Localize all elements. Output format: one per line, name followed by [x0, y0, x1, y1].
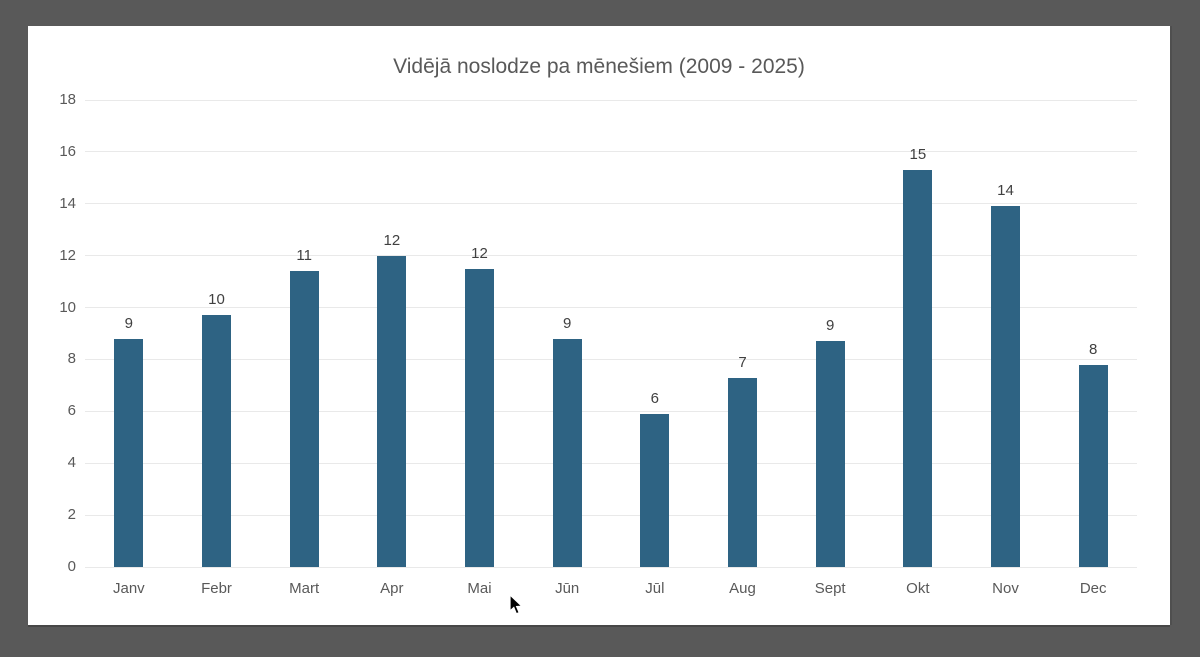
bar-sept [815, 341, 845, 567]
bar-jūn [552, 338, 582, 567]
gridline [85, 99, 1137, 101]
x-tick-label: Aug [729, 580, 756, 597]
bar-janv [114, 338, 144, 567]
y-tick-label: 0 [67, 558, 76, 575]
gridline [85, 566, 1137, 568]
bar-mart [289, 271, 319, 567]
bar-okt [903, 170, 933, 567]
bar-jūl [640, 413, 670, 567]
gridline [85, 410, 1137, 412]
y-tick-label: 10 [59, 298, 76, 316]
x-tick-label: Janv [112, 580, 145, 597]
bar-value-label: 12 [383, 231, 401, 249]
bar-value-label: 7 [738, 353, 747, 371]
bar-mai [465, 268, 494, 567]
y-tick-label: 16 [59, 142, 76, 160]
bar-value-label: 6 [650, 389, 659, 407]
bar-value-label: 14 [997, 182, 1014, 200]
x-tick-label: Sept [814, 580, 846, 597]
bar-value-label: 9 [124, 314, 133, 332]
y-tick-label: 8 [67, 350, 76, 368]
bar-febr [202, 315, 231, 567]
gridline [85, 255, 1137, 257]
bar-value-label: 9 [825, 317, 835, 335]
bar-value-label: 15 [909, 146, 927, 164]
y-tick-label: 2 [67, 506, 76, 524]
bar-value-label: 11 [296, 247, 312, 265]
x-tick-label: Okt [906, 580, 930, 597]
y-tick-label: 4 [67, 454, 76, 472]
y-tick-label: 12 [59, 246, 76, 264]
x-tick-label: Jūn [555, 580, 580, 597]
x-tick-label: Febr [201, 580, 232, 597]
x-tick-label: Mai [467, 580, 492, 597]
bar-apr [377, 255, 407, 567]
x-tick-label: Mart [289, 580, 320, 597]
bar-aug [728, 377, 757, 567]
x-tick-label: Jūl [645, 580, 665, 597]
bar-value-label: 9 [562, 314, 572, 332]
gridline [85, 514, 1137, 516]
plot-area: 0 2 4 6 8 10 12 14 16 18 9 Janv 10 Febr 11 Mart 12 Apr 12 M… [59, 91, 1137, 597]
x-tick-label: Nov [992, 580, 1019, 597]
x-tick-label: Dec [1079, 580, 1107, 597]
bar-value-label: 12 [471, 244, 488, 262]
gridline [85, 203, 1137, 205]
y-tick-label: 18 [59, 91, 76, 108]
y-tick-label: 6 [67, 402, 76, 420]
x-tick-label: Apr [380, 580, 404, 597]
gridline [85, 307, 1137, 309]
chart-title: Vidējā noslodze pa mēnešiem (2009 - 2025… [393, 55, 805, 78]
gridline [85, 462, 1137, 464]
y-tick-label: 14 [59, 194, 76, 212]
gridline [85, 358, 1137, 360]
bar-nov [991, 206, 1020, 567]
bar-dec [1078, 364, 1108, 567]
chart-card: Vidējā noslodze pa mēnešiem (2009 - 2025… [28, 26, 1170, 625]
gridline [85, 151, 1137, 153]
bar-value-label: 8 [1088, 340, 1098, 358]
bar-value-label: 10 [208, 291, 225, 309]
